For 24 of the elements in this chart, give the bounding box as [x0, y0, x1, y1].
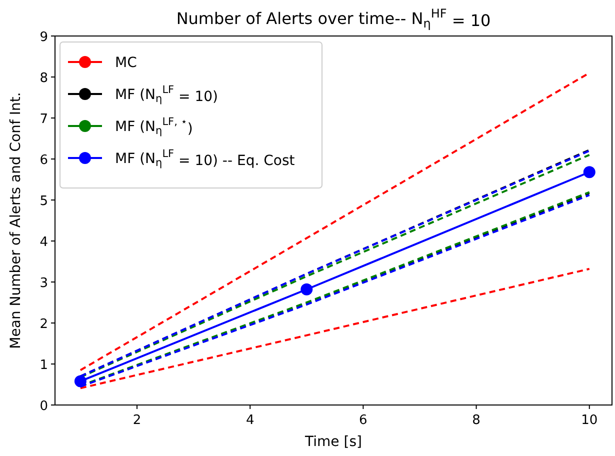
x-tick-label: 6 — [359, 413, 368, 428]
y-tick-label: 3 — [40, 276, 48, 291]
point — [300, 283, 313, 296]
y-axis-title: Mean Number of Alerts and Conf Int. — [8, 92, 24, 349]
y-tick-label: 1 — [40, 358, 48, 373]
legend-label: MF (N$_{η}$$^{LF}$ = 10) -- Eq. Cost — [115, 148, 296, 170]
y-tick-label: 8 — [40, 71, 48, 86]
y-tick-label: 5 — [40, 194, 48, 209]
legend-label: MF (N$_{η}$$^{LF, ⋆}$) — [115, 116, 193, 138]
y-tick-label: 7 — [40, 112, 48, 127]
point — [583, 166, 596, 178]
x-tick-label: 4 — [246, 413, 254, 428]
x-tick-label: 8 — [472, 413, 480, 428]
y-tick-label: 4 — [40, 235, 48, 250]
y-tick-label: 0 — [40, 399, 48, 414]
legend-label: MF (N$_{η}$$^{LF}$ = 10) — [115, 84, 218, 106]
y-tick-label: 2 — [40, 317, 48, 332]
y-tick-label: 9 — [40, 30, 48, 45]
y-tick-label: 6 — [40, 153, 48, 168]
x-tick-label: 10 — [581, 413, 598, 428]
legend-label: MC — [115, 55, 138, 71]
x-axis-title: Time [s] — [304, 434, 362, 450]
x-tick-label: 2 — [132, 413, 142, 428]
chart-title: Number of Alerts over time-- N$_{η}$$^{HF}$ = 10 — [176, 6, 491, 31]
